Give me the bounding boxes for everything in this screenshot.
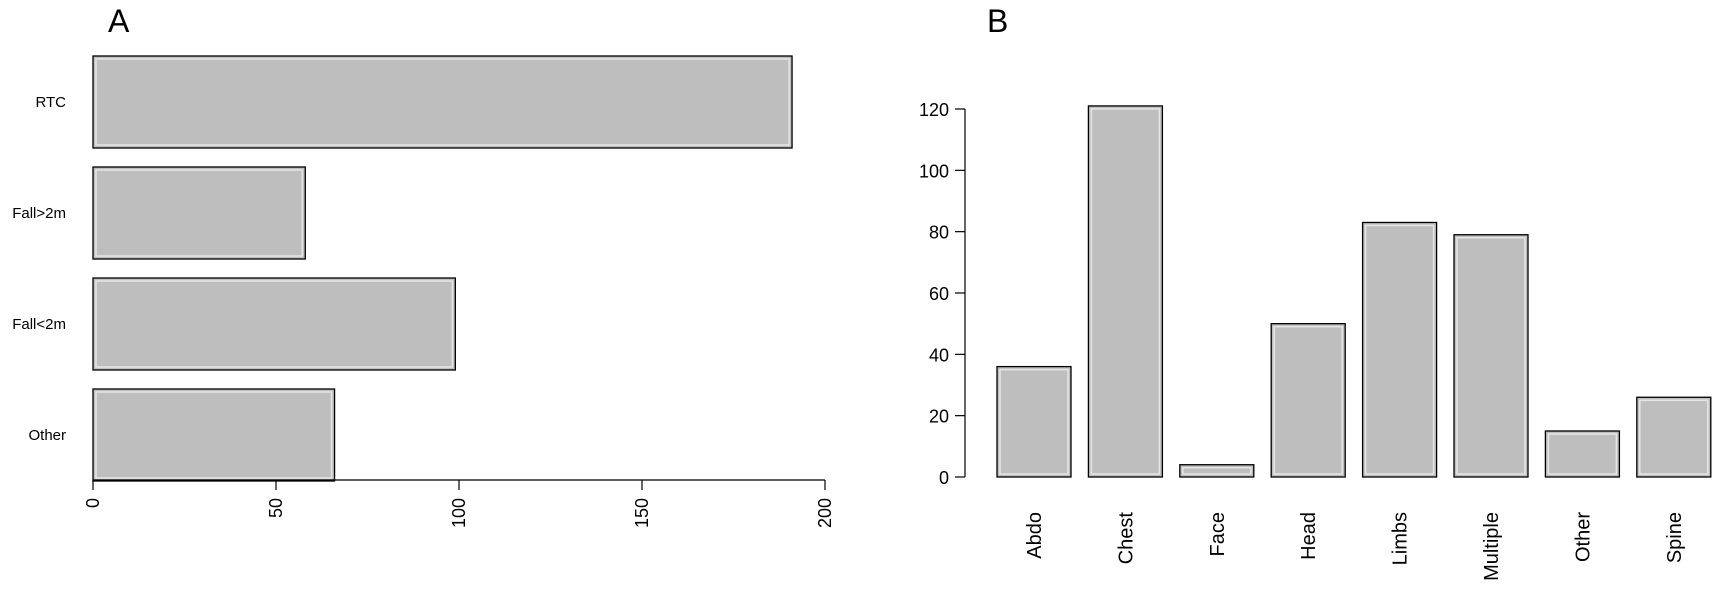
- category-label: Chest: [1115, 512, 1137, 565]
- bar-highlight: [1273, 325, 1343, 475]
- bar-face: [1179, 464, 1255, 478]
- bar-highlight: [999, 368, 1069, 475]
- panel-b-chart: B Abdo Chest Face Head Limbs Multiple Other Spi…: [919, 3, 1712, 581]
- category-label: Limbs: [1390, 512, 1412, 565]
- y-tick-label: 40: [929, 345, 949, 365]
- bar-multiple: [1453, 234, 1529, 478]
- bar-highlight: [1364, 224, 1435, 475]
- bar-highlight: [1639, 399, 1709, 475]
- x-tick-label: 50: [266, 498, 286, 518]
- y-tick-label: 100: [919, 161, 949, 181]
- bar-highlight: [1547, 433, 1618, 475]
- x-tick-label: 0: [83, 498, 103, 508]
- bar-highlight: [1090, 108, 1161, 475]
- panel-a-label: A: [108, 3, 130, 39]
- category-label: Other: [28, 427, 66, 444]
- bar-fall-2m: [92, 277, 456, 371]
- category-label: Fall<2m: [12, 316, 66, 333]
- bar-abdo: [996, 365, 1072, 478]
- bar-highlight: [95, 169, 304, 257]
- category-label: RTC: [35, 94, 66, 111]
- bar-rtc: [92, 55, 793, 149]
- bar-highlight: [95, 280, 454, 368]
- category-label: Abdo: [1024, 512, 1046, 559]
- y-tick-label: 0: [939, 468, 949, 488]
- bar-fall-2m: [92, 166, 306, 260]
- category-label: Other: [1572, 512, 1594, 562]
- bar-chest: [1087, 105, 1164, 478]
- bar-spine: [1636, 396, 1712, 478]
- bar-highlight: [95, 391, 333, 479]
- bar-highlight: [1456, 236, 1526, 475]
- category-label: Multiple: [1481, 512, 1503, 581]
- panel-a-chart: A RTC Fall>2m Fall<2m Other 0 50 100 150 200: [12, 3, 835, 528]
- bar-other: [92, 388, 336, 482]
- bar-other: [1544, 430, 1621, 478]
- x-tick-label: 200: [815, 498, 835, 528]
- y-tick-label: 60: [929, 284, 949, 304]
- category-label: Head: [1298, 512, 1320, 560]
- bar-highlight: [95, 58, 790, 146]
- bar-highlight: [1182, 466, 1252, 475]
- y-tick-label: 80: [929, 223, 949, 243]
- bar-head: [1270, 323, 1346, 478]
- y-tick-label: 120: [919, 100, 949, 120]
- y-tick-label: 20: [929, 407, 949, 427]
- category-label: Face: [1207, 512, 1229, 556]
- x-tick-label: 150: [632, 498, 652, 528]
- bar-limbs: [1361, 221, 1438, 478]
- panel-b-label: B: [987, 3, 1008, 39]
- x-tick-label: 100: [449, 498, 469, 528]
- category-label: Fall>2m: [12, 205, 66, 222]
- category-label: Spine: [1664, 512, 1686, 563]
